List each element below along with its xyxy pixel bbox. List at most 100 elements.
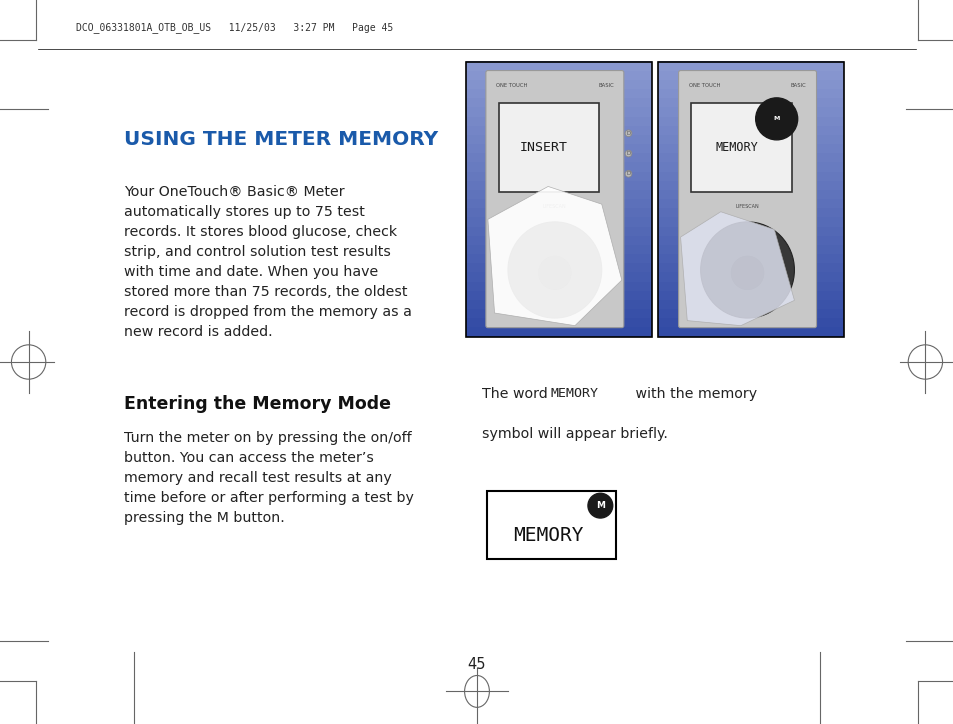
Circle shape <box>755 98 797 140</box>
Polygon shape <box>679 211 794 326</box>
Bar <box>465 116 651 126</box>
Text: MEMORY: MEMORY <box>715 140 757 153</box>
Text: ONE TOUCH: ONE TOUCH <box>496 83 527 88</box>
Circle shape <box>587 493 612 518</box>
Text: BASIC: BASIC <box>790 83 805 88</box>
Bar <box>658 125 843 135</box>
FancyBboxPatch shape <box>485 70 623 328</box>
Bar <box>658 208 843 217</box>
Bar <box>658 61 843 71</box>
Text: 45: 45 <box>467 657 486 672</box>
Bar <box>486 491 615 559</box>
Bar <box>465 235 651 245</box>
Bar <box>465 107 651 117</box>
Text: INSERT: INSERT <box>519 140 567 153</box>
Bar <box>658 80 843 89</box>
Bar <box>465 190 651 199</box>
Bar <box>465 208 651 217</box>
Bar <box>658 107 843 117</box>
Text: Turn the meter on by pressing the on/off
button. You can access the meter’s
memo: Turn the meter on by pressing the on/off… <box>124 431 414 525</box>
Circle shape <box>624 150 631 157</box>
Text: M: M <box>596 501 604 510</box>
Bar <box>658 98 843 107</box>
Bar <box>658 290 843 300</box>
Bar <box>465 62 651 337</box>
Text: with the memory: with the memory <box>630 387 756 401</box>
Bar <box>465 245 651 254</box>
Bar <box>465 300 651 309</box>
Ellipse shape <box>730 256 763 290</box>
Bar <box>658 281 843 291</box>
Bar <box>465 253 651 264</box>
Bar <box>498 103 598 192</box>
Bar <box>465 153 651 162</box>
Bar <box>658 300 843 309</box>
Text: D: D <box>626 172 630 176</box>
Bar <box>658 263 843 272</box>
Bar <box>465 308 651 319</box>
Ellipse shape <box>700 222 794 318</box>
Bar <box>658 190 843 199</box>
Circle shape <box>624 170 631 177</box>
Text: symbol will appear briefly.: symbol will appear briefly. <box>481 427 667 441</box>
Bar <box>465 70 651 80</box>
Bar <box>465 143 651 153</box>
Bar <box>465 88 651 98</box>
Bar <box>658 235 843 245</box>
Text: MEMORY: MEMORY <box>513 526 583 544</box>
Bar <box>465 135 651 144</box>
Bar <box>465 98 651 107</box>
Text: D: D <box>626 151 630 156</box>
Bar <box>465 263 651 272</box>
Bar <box>658 318 843 327</box>
Bar <box>658 327 843 337</box>
Bar <box>658 171 843 181</box>
Bar <box>465 171 651 181</box>
Text: The word: The word <box>481 387 552 401</box>
Bar <box>658 162 843 172</box>
Bar <box>465 61 651 71</box>
Bar <box>658 245 843 254</box>
Bar <box>465 281 651 291</box>
Bar <box>465 272 651 282</box>
Bar <box>658 253 843 264</box>
Text: MEMORY: MEMORY <box>550 387 598 400</box>
Bar <box>658 116 843 126</box>
Bar <box>465 125 651 135</box>
Bar <box>465 290 651 300</box>
Text: M: M <box>773 117 779 122</box>
Ellipse shape <box>537 256 571 290</box>
Bar <box>658 62 843 337</box>
Text: DCO_06331801A_OTB_OB_US   11/25/03   3:27 PM   Page 45: DCO_06331801A_OTB_OB_US 11/25/03 3:27 PM… <box>76 22 394 33</box>
Bar <box>465 180 651 190</box>
Bar <box>465 198 651 209</box>
Bar <box>658 198 843 209</box>
Text: BASIC: BASIC <box>598 83 613 88</box>
Ellipse shape <box>507 222 601 318</box>
Bar <box>658 217 843 227</box>
Bar <box>658 226 843 236</box>
Bar <box>465 162 651 172</box>
Bar <box>465 318 651 327</box>
Bar <box>465 327 651 337</box>
Text: D: D <box>626 131 630 136</box>
Bar <box>658 180 843 190</box>
Bar <box>658 153 843 162</box>
Polygon shape <box>487 187 621 326</box>
Text: Your OneTouch® Basic® Meter
automatically stores up to 75 test
records. It store: Your OneTouch® Basic® Meter automaticall… <box>124 185 412 339</box>
Bar <box>658 308 843 319</box>
Bar <box>691 103 791 192</box>
FancyBboxPatch shape <box>678 70 816 328</box>
Text: LIFESCAN: LIFESCAN <box>542 204 566 209</box>
Bar <box>658 143 843 153</box>
Bar <box>658 70 843 80</box>
Bar <box>465 80 651 89</box>
Circle shape <box>624 130 631 137</box>
Text: LIFESCAN: LIFESCAN <box>735 204 759 209</box>
Bar <box>658 272 843 282</box>
Text: USING THE METER MEMORY: USING THE METER MEMORY <box>124 130 437 149</box>
Bar <box>658 135 843 144</box>
Bar <box>465 226 651 236</box>
Bar <box>658 88 843 98</box>
Text: Entering the Memory Mode: Entering the Memory Mode <box>124 395 391 413</box>
